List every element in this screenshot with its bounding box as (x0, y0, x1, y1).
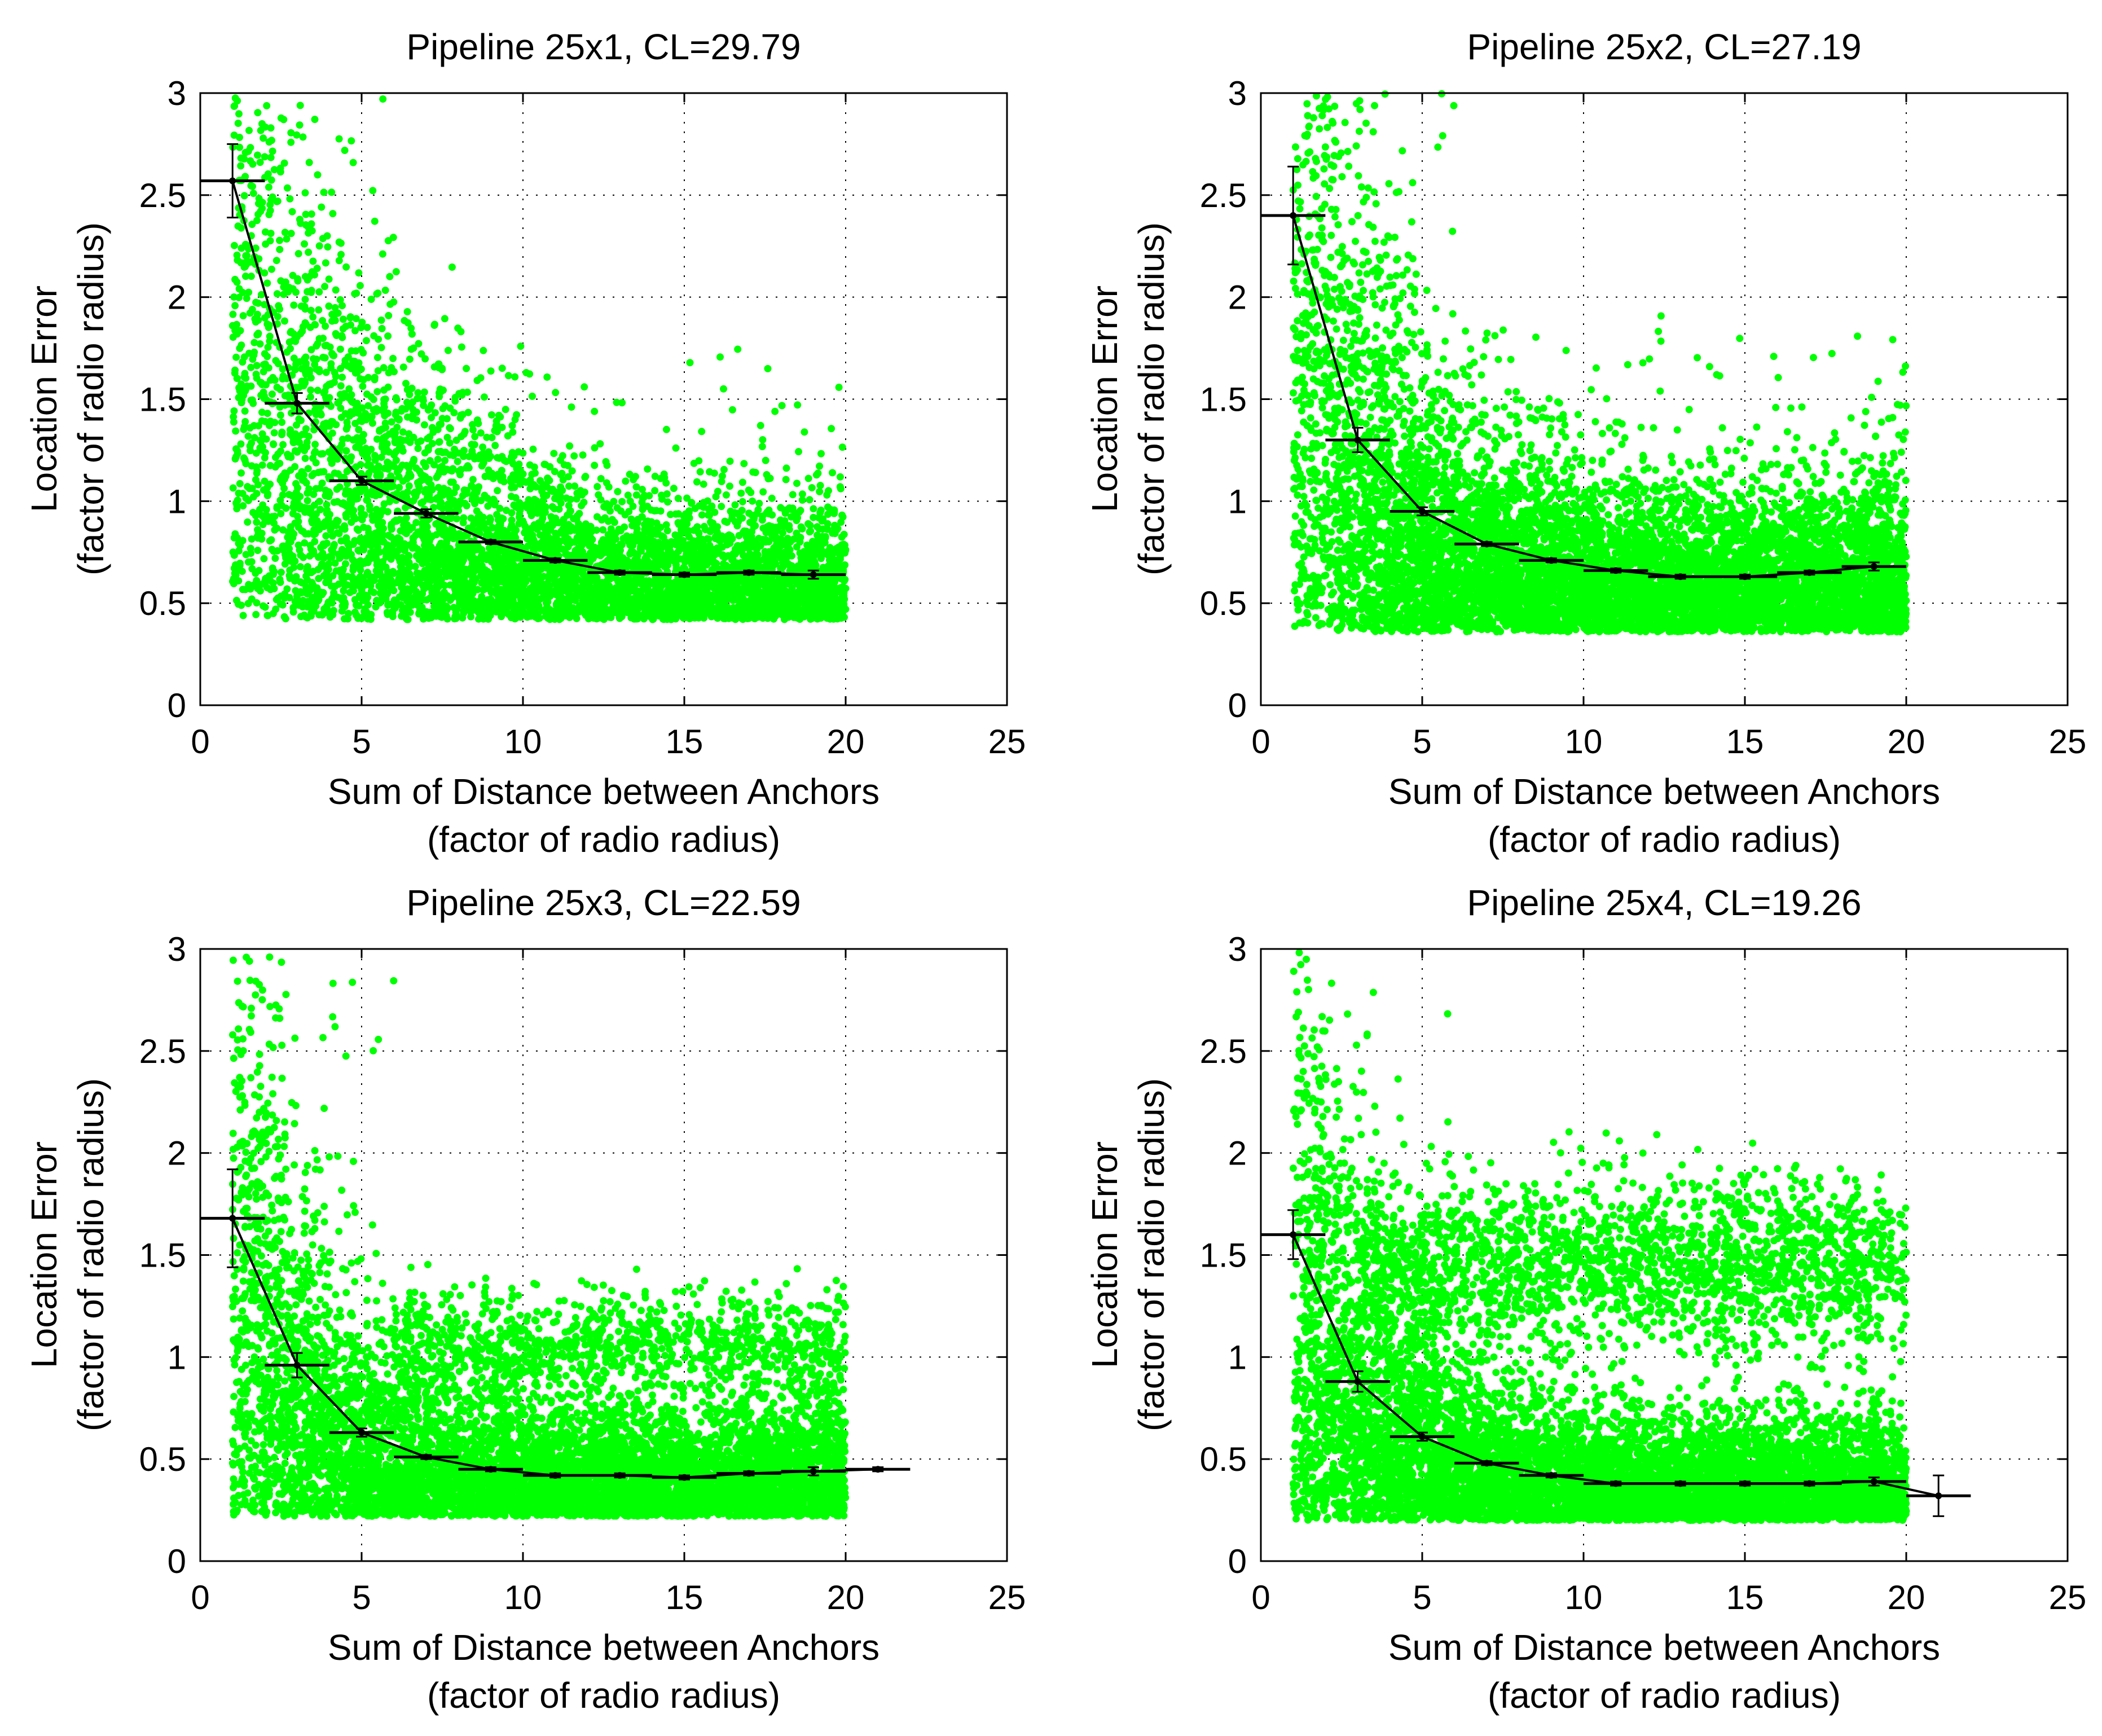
scatter-point (371, 218, 379, 225)
scatter-point (828, 425, 835, 432)
scatter-point (293, 131, 300, 139)
scatter-points (229, 94, 850, 623)
scatter-point (300, 133, 307, 140)
scatter-point (322, 532, 329, 539)
scatter-point (263, 102, 270, 109)
scatter-point (259, 462, 266, 469)
scatter-point (566, 442, 573, 450)
scatter-point (309, 258, 316, 265)
scatter-point (481, 393, 488, 401)
scatter-point (759, 488, 767, 495)
scatter-point (448, 263, 456, 271)
scatter-point (817, 450, 825, 458)
scatter-point (243, 495, 250, 502)
scatter-point (287, 139, 294, 146)
scatter-point (278, 569, 285, 576)
scatter-point (739, 498, 746, 506)
scatter-point (231, 302, 239, 309)
scatter-point (552, 389, 559, 396)
scatter-point (296, 121, 304, 129)
scatter-point (458, 344, 465, 351)
scatter-point (314, 387, 322, 394)
panel-pipeline-25x1: Pipeline 25x1, CL=29.79 0 5 10 15 20 25 … (24, 27, 1026, 860)
scatter-point (337, 346, 344, 353)
scatter-point (421, 421, 428, 429)
scatter-point (693, 478, 701, 486)
scatter-point (244, 518, 251, 526)
scatter-point (357, 282, 364, 289)
scatter-point (337, 382, 345, 389)
scatter-point (582, 473, 589, 480)
scatter-point (237, 162, 244, 170)
scatter-point (609, 516, 616, 524)
scatter-point (254, 152, 261, 159)
scatter-point (320, 188, 328, 196)
scatter-point (261, 478, 269, 485)
scatter-point (269, 148, 276, 155)
scatter-point (591, 408, 598, 415)
scatter-point (230, 484, 237, 491)
scatter-point (359, 383, 366, 390)
scatter-point (543, 373, 551, 381)
scatter-point (235, 490, 243, 497)
scatter-point (789, 491, 797, 498)
scatter-point (260, 555, 267, 562)
scatter-point (835, 384, 843, 391)
scatter-point (808, 484, 816, 491)
scatter-point (698, 428, 705, 435)
scatter-point (268, 266, 275, 273)
scatter-point (839, 443, 846, 451)
scatter-point (759, 436, 766, 443)
figure: Pipeline 25x1, CL=29.79 0 5 10 15 20 25 … (0, 0, 2102, 1736)
scatter-point (379, 325, 386, 332)
scatter-point (273, 257, 280, 264)
chart-title: Pipeline 25x1, CL=29.79 (406, 27, 801, 67)
